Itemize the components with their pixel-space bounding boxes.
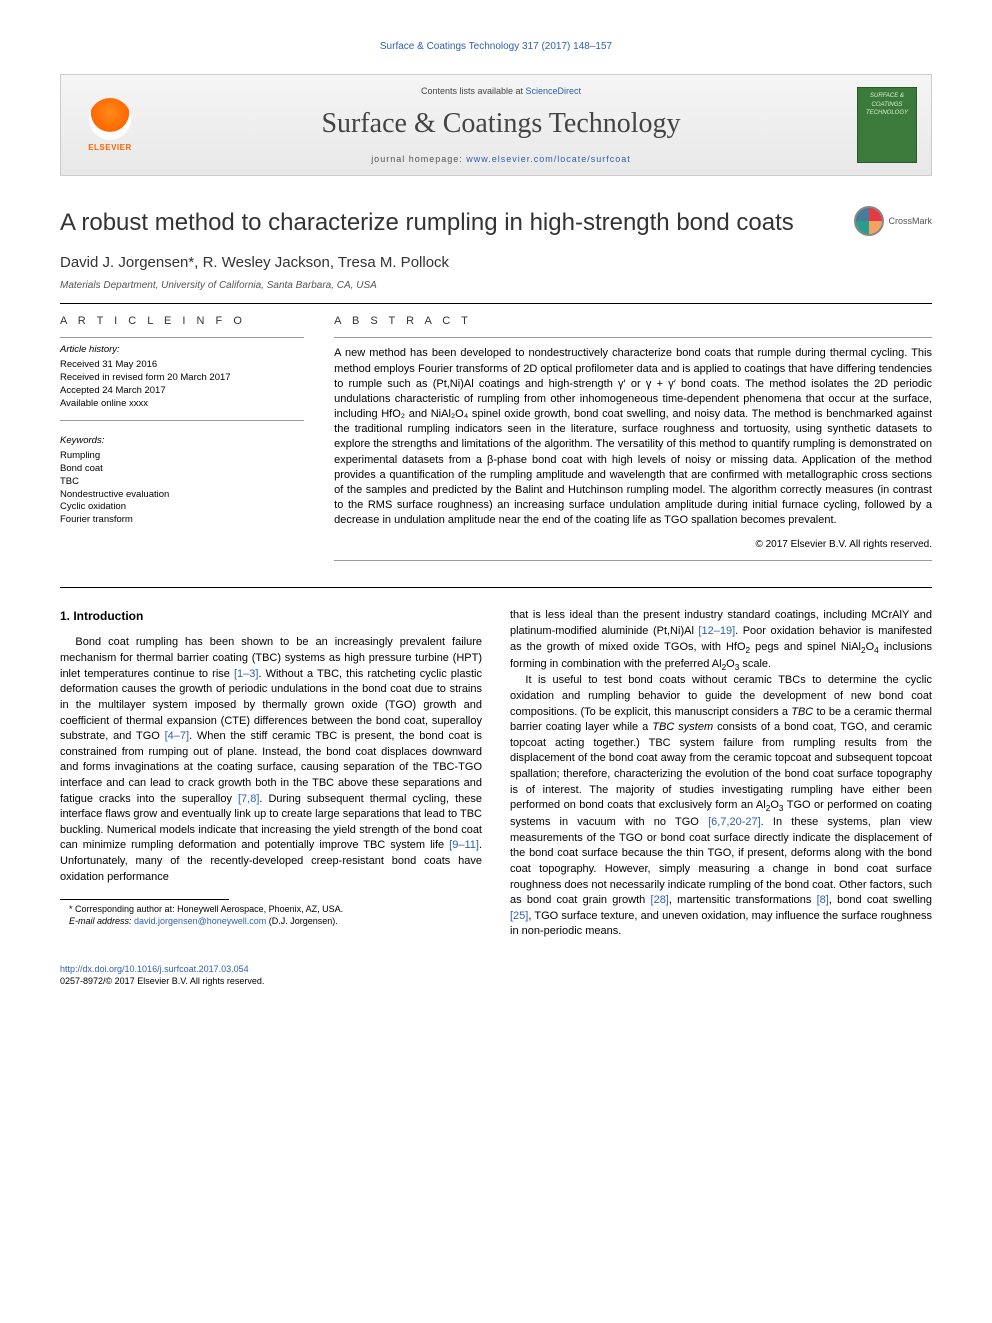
crossmark-badge[interactable]: CrossMark — [854, 206, 932, 236]
keyword: Fourier transform — [60, 514, 304, 527]
article-body: 1. Introduction Bond coat rumpling has b… — [60, 608, 932, 940]
footnote-separator — [60, 899, 229, 900]
journal-name: Surface & Coatings Technology — [145, 104, 857, 143]
elsevier-wordmark: ELSEVIER — [88, 142, 132, 153]
corresponding-author-note: * Corresponding author at: Honeywell Aer… — [60, 904, 482, 916]
footnotes-block: * Corresponding author at: Honeywell Aer… — [60, 904, 482, 927]
body-paragraph: that is less ideal than the present indu… — [510, 608, 932, 673]
keyword: Rumpling — [60, 450, 304, 463]
abstract-rule — [334, 337, 932, 338]
journal-cover-thumbnail: SURFACE & COATINGS TECHNOLOGY — [857, 87, 917, 163]
article-info-block: A R T I C L E I N F O Article history: R… — [60, 314, 304, 561]
author-list: David J. Jorgensen*, R. Wesley Jackson, … — [60, 252, 932, 273]
elsevier-logo: ELSEVIER — [75, 98, 145, 153]
journal-homepage-line: journal homepage: www.elsevier.com/locat… — [145, 153, 857, 166]
history-item: Received in revised form 20 March 2017 — [60, 372, 304, 385]
section-heading-intro: 1. Introduction — [60, 608, 482, 625]
article-title: A robust method to characterize rumpling… — [60, 206, 854, 240]
article-info-heading: A R T I C L E I N F O — [60, 314, 304, 329]
doi-link[interactable]: http://dx.doi.org/10.1016/j.surfcoat.201… — [60, 964, 249, 974]
crossmark-label: CrossMark — [888, 215, 932, 228]
history-item: Available online xxxx — [60, 398, 304, 411]
top-journal-reference[interactable]: Surface & Coatings Technology 317 (2017)… — [60, 40, 932, 54]
info-rule-1 — [60, 337, 304, 338]
body-paragraph: It is useful to test bond coats without … — [510, 673, 932, 940]
keywords-block: Keywords: Rumpling Bond coat TBC Nondest… — [60, 435, 304, 527]
citation-link[interactable]: [1–3] — [234, 668, 258, 680]
info-rule-2 — [60, 420, 304, 421]
abstract-copyright: © 2017 Elsevier B.V. All rights reserved… — [334, 538, 932, 552]
abstract-text: A new method has been developed to nonde… — [334, 346, 932, 528]
contents-prefix: Contents lists available at — [421, 86, 526, 96]
history-label: Article history: — [60, 344, 304, 357]
citation-link[interactable]: [12–19] — [698, 625, 735, 637]
header-center: Contents lists available at ScienceDirec… — [145, 85, 857, 165]
citation-link[interactable]: [9–11] — [449, 839, 479, 851]
article-history: Article history: Received 31 May 2016 Re… — [60, 344, 304, 410]
citation-link[interactable]: [28] — [651, 894, 669, 906]
citation-link[interactable]: [6,7,20-27] — [708, 816, 761, 828]
citation-link[interactable]: [7,8] — [238, 793, 259, 805]
abstract-heading: A B S T R A C T — [334, 314, 932, 329]
keyword: Cyclic oxidation — [60, 501, 304, 514]
page-footer: http://dx.doi.org/10.1016/j.surfcoat.201… — [60, 964, 932, 987]
rule-above-info — [60, 303, 932, 304]
citation-link[interactable]: [25] — [510, 910, 528, 922]
homepage-prefix: journal homepage: — [371, 154, 466, 164]
abstract-block: A B S T R A C T A new method has been de… — [334, 314, 932, 561]
journal-homepage-link[interactable]: www.elsevier.com/locate/surfcoat — [466, 154, 631, 164]
keyword: TBC — [60, 476, 304, 489]
keywords-label: Keywords: — [60, 435, 304, 448]
abstract-rule-bottom — [334, 560, 932, 561]
contents-lists-line: Contents lists available at ScienceDirec… — [145, 85, 857, 98]
crossmark-icon — [854, 206, 884, 236]
body-paragraph: Bond coat rumpling has been shown to be … — [60, 635, 482, 885]
history-item: Received 31 May 2016 — [60, 359, 304, 372]
sciencedirect-link[interactable]: ScienceDirect — [526, 86, 582, 96]
email-line: E-mail address: david.jorgensen@honeywel… — [60, 916, 482, 928]
affiliation: Materials Department, University of Cali… — [60, 279, 932, 293]
citation-link[interactable]: [8] — [817, 894, 829, 906]
history-item: Accepted 24 March 2017 — [60, 385, 304, 398]
email-suffix: (D.J. Jorgensen). — [266, 916, 338, 926]
journal-header: ELSEVIER Contents lists available at Sci… — [60, 74, 932, 176]
author-email-link[interactable]: david.jorgensen@honeywell.com — [134, 916, 266, 926]
elsevier-tree-icon — [89, 98, 131, 140]
citation-link[interactable]: [4–7] — [165, 730, 189, 742]
issn-copyright: 0257-8972/© 2017 Elsevier B.V. All right… — [60, 976, 264, 986]
rule-below-abstract — [60, 587, 932, 588]
keyword: Nondestructive evaluation — [60, 489, 304, 502]
email-label: E-mail address: — [69, 916, 134, 926]
keyword: Bond coat — [60, 463, 304, 476]
